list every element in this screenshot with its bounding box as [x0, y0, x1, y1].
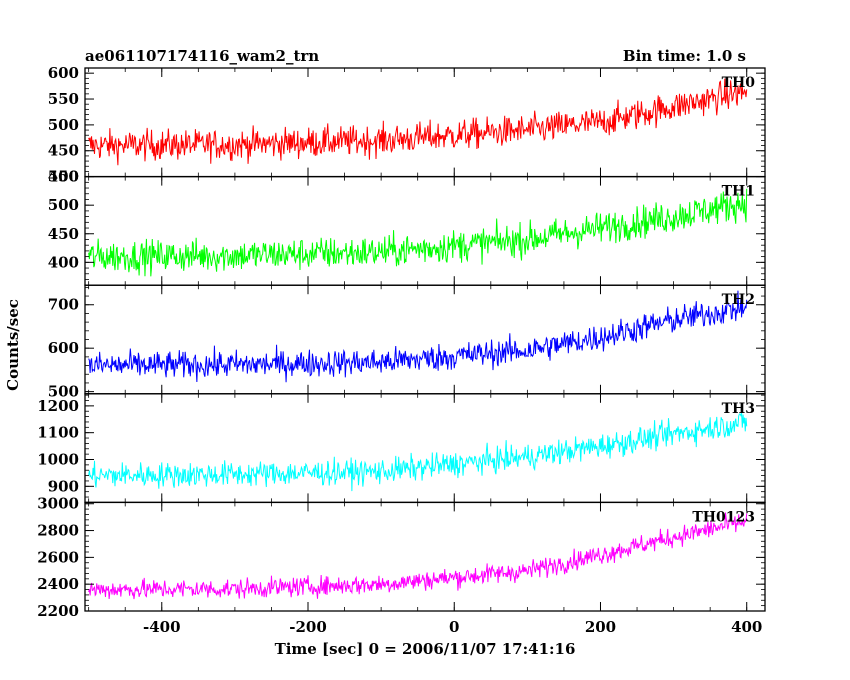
y-tick-label: 500 — [48, 116, 79, 134]
y-tick-label: 600 — [48, 339, 79, 357]
series-line-th1 — [88, 188, 748, 277]
x-tick-label: -400 — [143, 618, 181, 636]
panel-th2: 500 600 700 TH2 — [48, 284, 766, 401]
panel-label-th0123: TH0123 — [692, 509, 755, 525]
y-tick-label: 550 — [48, 168, 79, 186]
panel-frame — [84, 175, 766, 286]
y-tick-label: 3000 — [37, 495, 79, 513]
y-tick-label: 2600 — [37, 548, 79, 566]
y-tick-label: 400 — [48, 253, 79, 271]
y-axis-title: Counts/sec — [4, 299, 22, 391]
panel-label-th0: TH0 — [722, 75, 756, 91]
series-line-th0 — [88, 78, 748, 166]
y-tick-label: 900 — [48, 477, 79, 495]
panel-frame — [84, 67, 766, 178]
panel-th0: 400 450 500 550 600 TH0 — [48, 64, 766, 186]
y-tick-label: 400 — [48, 168, 79, 186]
series-line-th2 — [88, 290, 748, 383]
observation-id: ae061107174116_wam2_trn — [85, 47, 319, 65]
series-line-th0123 — [88, 512, 748, 600]
panel-label-th3: TH3 — [722, 401, 755, 417]
y-tick-label: 450 — [48, 142, 79, 160]
y-tick-label: 2400 — [37, 575, 79, 593]
y-tick-label: 1000 — [37, 450, 79, 468]
x-tick-label: 200 — [585, 618, 616, 636]
panel-label-th1: TH1 — [722, 184, 755, 200]
bin-time-label: Bin time: 1.0 s — [623, 47, 746, 65]
series-line-th3 — [88, 412, 748, 492]
panel-th1: 400 450 500 550 TH1 — [48, 168, 766, 286]
y-tick-label: 500 — [48, 196, 79, 214]
x-tick-label: -200 — [289, 618, 327, 636]
panel-th3: 900 1000 1100 1200 TH3 — [37, 393, 766, 504]
y-tick-label: 450 — [48, 225, 79, 243]
y-tick-label: 2800 — [37, 522, 79, 540]
y-tick-label: 550 — [48, 90, 79, 108]
y-tick-label: 500 — [48, 383, 79, 401]
x-tick-label: 0 — [449, 618, 459, 636]
y-tick-label: 2200 — [37, 602, 79, 620]
y-tick-label: 1100 — [37, 424, 79, 442]
panel-frame — [84, 393, 766, 504]
y-tick-label: 600 — [48, 64, 79, 82]
y-tick-label: 1200 — [37, 397, 79, 415]
x-axis-title: Time [sec] 0 = 2006/11/07 17:41:16 — [275, 640, 576, 658]
panel-th0123: 2200 2400 2600 2800 3000 TH0123 — [37, 495, 766, 620]
panels-group: 400 450 500 550 600 TH0 400 450 500 550 TH1 500 600 7… — [37, 64, 766, 636]
panel-label-th2: TH2 — [722, 292, 755, 308]
y-tick-label: 700 — [48, 296, 79, 314]
x-tick-label: 400 — [731, 618, 762, 636]
panel-frame — [84, 501, 766, 612]
panel-frame — [84, 284, 766, 395]
